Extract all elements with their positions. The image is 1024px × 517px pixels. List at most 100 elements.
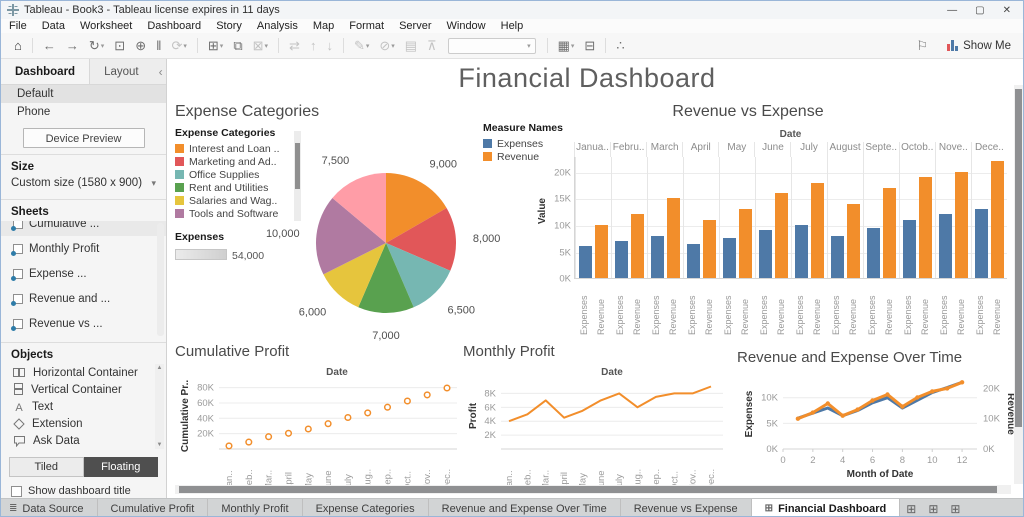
bar-group[interactable]: [683, 157, 719, 278]
expenses-bar[interactable]: [939, 214, 952, 278]
expense-pie-chart[interactable]: 9,000 8,000 6,500 7,000 6,000 10,000 7,500: [262, 143, 510, 352]
monthly-profit-chart[interactable]: 8K 6K 4K 2K Profit Jan.. Feb.. Mar.. April May Jun…: [463, 379, 729, 498]
expenses-bar[interactable]: [687, 243, 700, 278]
revenue-bar[interactable]: [775, 193, 788, 278]
tiled-button[interactable]: Tiled: [9, 457, 84, 477]
revenue-bar[interactable]: [991, 161, 1004, 278]
revenue-bar[interactable]: [919, 177, 932, 278]
show-me-button[interactable]: Show Me: [947, 40, 1011, 52]
objects-scrollbar[interactable]: ▲ ▼: [155, 364, 164, 449]
expenses-bar[interactable]: [867, 227, 880, 278]
show-mark-labels-icon[interactable]: ▤: [404, 37, 418, 53]
show-dashboard-title-checkbox[interactable]: [11, 485, 22, 497]
bar-group[interactable]: [935, 157, 971, 278]
bar-group[interactable]: [611, 157, 647, 278]
expenses-bar[interactable]: [975, 209, 988, 278]
expenses-bar[interactable]: [651, 235, 664, 278]
sheet-tab[interactable]: Monthly Profit: [208, 499, 303, 516]
new-story-tab-icon[interactable]: ⊞: [950, 501, 961, 516]
scroll-thumb[interactable]: [179, 486, 997, 493]
scroll-up-icon[interactable]: ▲: [156, 365, 163, 371]
revenue-expense-line-chart[interactable]: 0K 5K 10K 0K 10K 20K 0 2 4 6 8 10 12 Expenses Revenue M…: [737, 373, 1023, 488]
highlight-icon[interactable]: ✎ ▾: [353, 37, 370, 53]
fix-axes-icon[interactable]: ⊼: [427, 37, 437, 53]
scroll-down-icon[interactable]: ▼: [156, 442, 163, 448]
undo-icon[interactable]: ←: [42, 38, 56, 53]
redo-icon[interactable]: →: [65, 38, 79, 53]
new-worksheet-tab-icon[interactable]: ⊞: [906, 501, 917, 516]
menu-dashboard[interactable]: Dashboard: [147, 20, 202, 32]
bar-group[interactable]: [971, 157, 1007, 278]
bar-group[interactable]: [755, 157, 791, 278]
replay-icon[interactable]: ↻ ▾: [88, 37, 105, 53]
horizontal-scrollbar[interactable]: [175, 485, 1011, 494]
bar-group[interactable]: [647, 157, 683, 278]
sheet-item[interactable]: Revenue vs ...: [1, 311, 166, 336]
menu-data[interactable]: Data: [41, 20, 65, 32]
sheets-scrollbar[interactable]: [157, 223, 164, 336]
object-item-ask-data[interactable]: Ask Data: [1, 432, 166, 449]
menu-help[interactable]: Help: [500, 20, 524, 32]
revenue-bar[interactable]: [847, 203, 860, 278]
device-row-phone[interactable]: Phone: [17, 106, 51, 118]
new-dashboard-tab-icon[interactable]: ⊞: [928, 501, 939, 516]
sheet-tab[interactable]: Expense Categories: [303, 499, 429, 516]
size-dropdown[interactable]: Custom size (1580 x 900) ▾: [1, 176, 166, 195]
object-item-extension[interactable]: Extension: [1, 415, 166, 432]
legend-item[interactable]: Salaries and Wag..: [175, 194, 293, 207]
maximize-button[interactable]: ▢: [975, 4, 985, 16]
presentation-mode-icon[interactable]: ⊟: [584, 37, 596, 53]
run-update-icon[interactable]: ⟳ ▾: [171, 37, 187, 53]
sheet-tab[interactable]: Revenue vs Expense: [621, 499, 752, 516]
menu-window[interactable]: Window: [446, 20, 486, 32]
menu-server[interactable]: Server: [399, 20, 432, 32]
bar-group[interactable]: [899, 157, 935, 278]
sheet-tab[interactable]: Revenue and Expense Over Time: [429, 499, 621, 516]
revenue-bar[interactable]: [739, 209, 752, 278]
menu-worksheet[interactable]: Worksheet: [79, 20, 133, 32]
object-item-vertical-container[interactable]: Vertical Container: [1, 381, 166, 398]
bar-group[interactable]: [863, 157, 899, 278]
menu-map[interactable]: Map: [312, 20, 335, 32]
menu-story[interactable]: Story: [216, 20, 242, 32]
revenue-bar[interactable]: [631, 214, 644, 278]
collapse-pane-icon[interactable]: ‹: [158, 64, 163, 79]
group-members-icon[interactable]: ⊘ ▾: [379, 37, 395, 53]
revenue-bar[interactable]: [811, 182, 824, 278]
bar-group[interactable]: [575, 157, 611, 278]
save-icon[interactable]: ⊡: [114, 37, 126, 53]
legend-item[interactable]: Rent and Utilities: [175, 181, 293, 194]
clear-sheet-icon[interactable]: ⊠ ▾: [252, 37, 269, 53]
expenses-bar[interactable]: [759, 230, 772, 278]
menu-file[interactable]: File: [9, 20, 27, 32]
legend-item[interactable]: Tools and Software: [175, 207, 293, 220]
legend-scrollbar[interactable]: [294, 131, 301, 221]
new-data-source-icon[interactable]: ⊕: [135, 37, 147, 53]
device-preview-button[interactable]: Device Preview: [22, 128, 145, 148]
revenue-bar[interactable]: [595, 225, 608, 278]
bar-group[interactable]: [791, 157, 827, 278]
expenses-bar[interactable]: [579, 246, 592, 278]
fit-select-dropdown[interactable]: ▾: [447, 37, 536, 54]
legend-item[interactable]: Office Supplies: [175, 168, 293, 181]
new-worksheet-icon[interactable]: ⊞ ▾: [207, 37, 224, 53]
legend-item[interactable]: Revenue: [483, 150, 563, 163]
menu-analysis[interactable]: Analysis: [256, 20, 298, 32]
sheet-tab[interactable]: ⊞ Financial Dashboard: [751, 499, 901, 516]
sheet-item[interactable]: Cumulative ...: [1, 221, 166, 236]
minimize-button[interactable]: —: [947, 4, 958, 16]
legend-item[interactable]: Expenses: [483, 137, 563, 150]
tooltip-icon[interactable]: ⚐: [916, 37, 929, 53]
sort-ascending-icon[interactable]: ↑: [309, 38, 317, 53]
share-icon[interactable]: ∴: [616, 37, 625, 53]
bar-group[interactable]: [827, 157, 863, 278]
revenue-bar[interactable]: [667, 198, 680, 278]
home-icon[interactable]: ⌂: [14, 38, 22, 53]
legend-item[interactable]: Interest and Loan ..: [175, 142, 293, 155]
scroll-thumb[interactable]: [1015, 89, 1022, 427]
swap-rows-columns-icon[interactable]: ⇄: [289, 37, 300, 53]
revenue-expense-bar-chart[interactable]: [574, 157, 1007, 279]
tab-data-source[interactable]: ≣ Data Source: [1, 499, 98, 516]
revenue-bar[interactable]: [955, 171, 968, 278]
device-row-default[interactable]: Default: [1, 85, 166, 103]
